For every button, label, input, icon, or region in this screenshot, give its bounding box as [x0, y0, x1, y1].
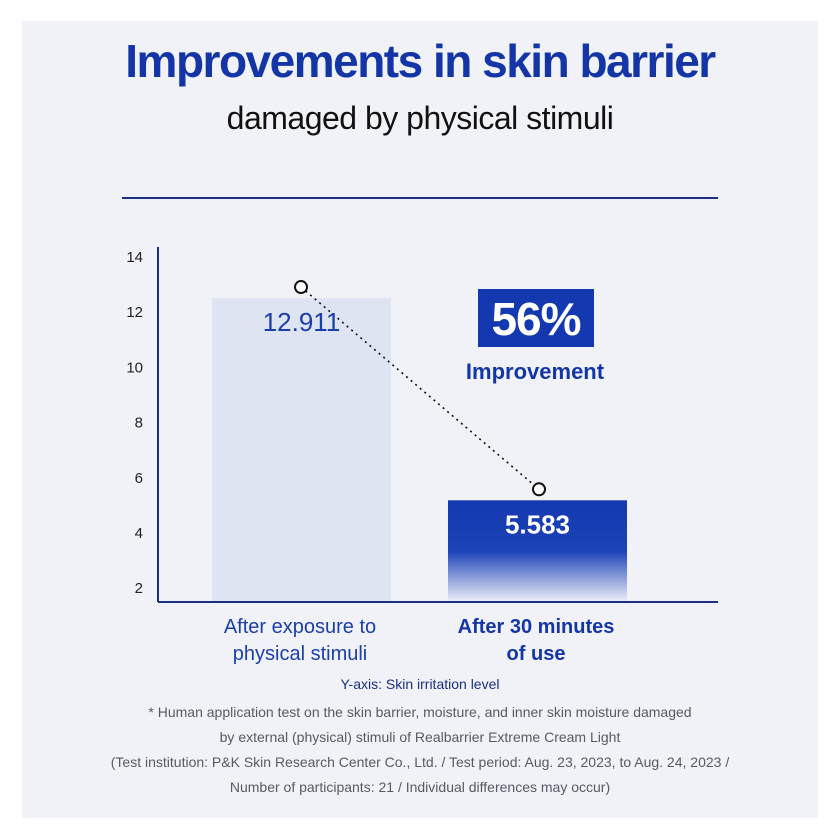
- y-tick-label: 2: [135, 580, 143, 597]
- x-category-label-before: After exposure to physical stimuli: [190, 614, 410, 668]
- x-category-label-after: After 30 minutes of use: [426, 614, 646, 668]
- improvement-label: Improvement: [465, 359, 605, 384]
- page-title: Improvements in skin barrier: [125, 35, 716, 87]
- trend-line: [300, 286, 540, 490]
- y-tick-label: 8: [135, 415, 143, 432]
- footnote-line: Number of participants: 21 / Individual …: [229, 779, 611, 795]
- x-category-line: of use: [506, 643, 566, 665]
- data-point-marker: [294, 280, 308, 295]
- footnote-line: (Test institution: P&K Skin Research Cen…: [110, 754, 730, 770]
- footnote-line: by external (physical) stimuli of Realba…: [219, 729, 621, 745]
- data-point-marker: [532, 482, 546, 497]
- x-category-line: After exposure to: [223, 616, 377, 638]
- data-label: 12.911: [263, 307, 341, 337]
- y-tick-label: 10: [126, 359, 143, 376]
- bar-before: [212, 298, 391, 602]
- y-axis-caption: Y-axis: Skin irritation level: [340, 676, 500, 692]
- y-tick-label: 14: [126, 249, 143, 266]
- y-tick-label: 4: [135, 525, 143, 542]
- bar-after: [448, 500, 627, 602]
- y-tick-label: 12: [126, 304, 143, 321]
- x-category-line: physical stimuli: [232, 643, 368, 665]
- page-subtitle: damaged by physical stimuli: [226, 100, 614, 136]
- title-divider: [122, 197, 718, 199]
- data-label: 5.583: [505, 509, 570, 539]
- improvement-percent-badge: 56%: [478, 289, 594, 347]
- footnote-line: * Human application test on the skin bar…: [148, 704, 692, 720]
- content-panel: [22, 21, 818, 818]
- y-tick-label: 6: [135, 470, 143, 487]
- x-category-line: After 30 minutes: [457, 616, 615, 638]
